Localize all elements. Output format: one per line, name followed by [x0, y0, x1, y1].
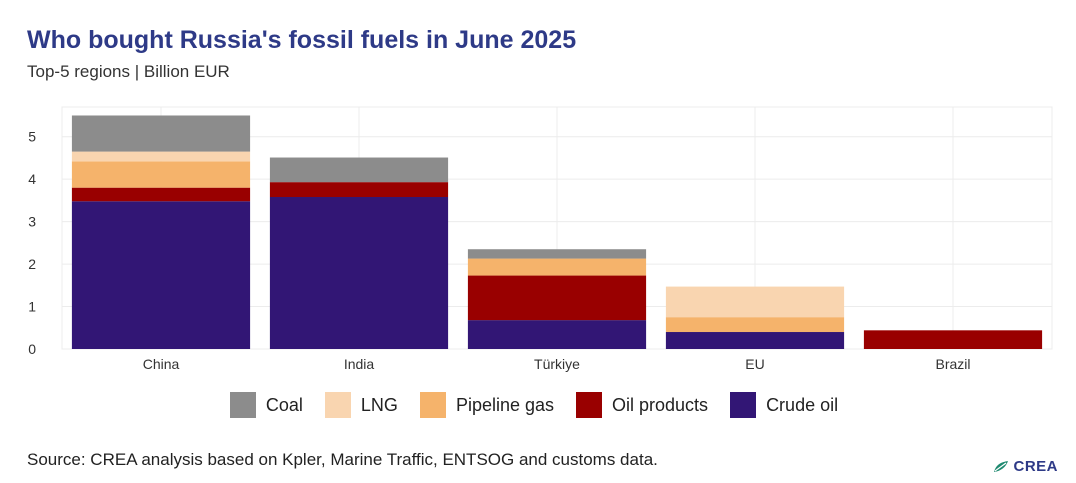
bar-crude-oil [269, 197, 449, 349]
x-tick-label: China [143, 356, 180, 372]
y-tick-label: 5 [28, 129, 36, 145]
bar-pipeline-gas [71, 161, 251, 188]
chart-subtitle: Top-5 regions | Billion EUR [27, 62, 230, 81]
bar-pipeline-gas [665, 317, 845, 333]
y-tick-label: 3 [28, 214, 36, 230]
legend-label-coal: Coal [265, 394, 303, 415]
legend-item-oil-products: Oil products [576, 392, 716, 418]
source-note: Source: CREA analysis based on Kpler, Ma… [27, 450, 658, 469]
crea-logo: CREA [993, 458, 1058, 475]
bar-oil-products [71, 187, 251, 202]
legend-label-crude-oil: Crude oil [766, 394, 839, 415]
legend-swatch-lng [324, 392, 351, 418]
bar-oil-products [269, 182, 449, 198]
legend-item-lng: LNG [324, 392, 406, 418]
bar-oil-products [467, 275, 647, 321]
bar-coal [71, 115, 251, 152]
bar-oil-products [863, 330, 1043, 349]
bar-crude-oil [71, 201, 251, 349]
legend-swatch-oil-products [576, 392, 603, 418]
y-tick-label: 1 [28, 299, 36, 315]
y-tick-label: 4 [28, 171, 36, 187]
legend-label-oil-products: Oil products [612, 394, 709, 415]
legend-swatch-pipeline-gas [419, 392, 446, 418]
y-tick-label: 2 [28, 256, 36, 272]
bar-pipeline-gas [467, 258, 647, 276]
bar-lng [71, 151, 251, 162]
stacked-bar-chart: 0 1 2 3 4 5 China India Türkiye EU Brazil [28, 106, 1053, 372]
bar-coal [269, 157, 449, 183]
legend-item-crude-oil: Crude oil [730, 392, 846, 418]
y-tick-label: 0 [28, 341, 36, 357]
legend-label-pipeline-gas: Pipeline gas [455, 394, 555, 415]
legend-swatch-coal [229, 392, 256, 418]
legend-swatch-crude-oil [730, 392, 757, 418]
bar-crude-oil [467, 320, 647, 349]
bar-coal [467, 249, 647, 259]
crea-leaf-icon [994, 460, 1009, 472]
legend-item-pipeline-gas: Pipeline gas [419, 392, 562, 418]
bar-lng [665, 286, 845, 318]
x-tick-label: EU [745, 356, 764, 372]
bar-crude-oil [665, 332, 845, 349]
crea-logo-text: CREA [1013, 458, 1058, 475]
legend-item-coal: Coal [229, 392, 311, 418]
x-tick-label: Brazil [935, 356, 970, 372]
chart-legend: Coal LNG Pipeline gas Oil products Crude… [0, 392, 1076, 418]
x-tick-label: Türkiye [534, 356, 580, 372]
legend-label-lng: LNG [360, 394, 398, 415]
chart-title: Who bought Russia's fossil fuels in June… [27, 26, 577, 54]
x-tick-label: India [344, 356, 375, 372]
